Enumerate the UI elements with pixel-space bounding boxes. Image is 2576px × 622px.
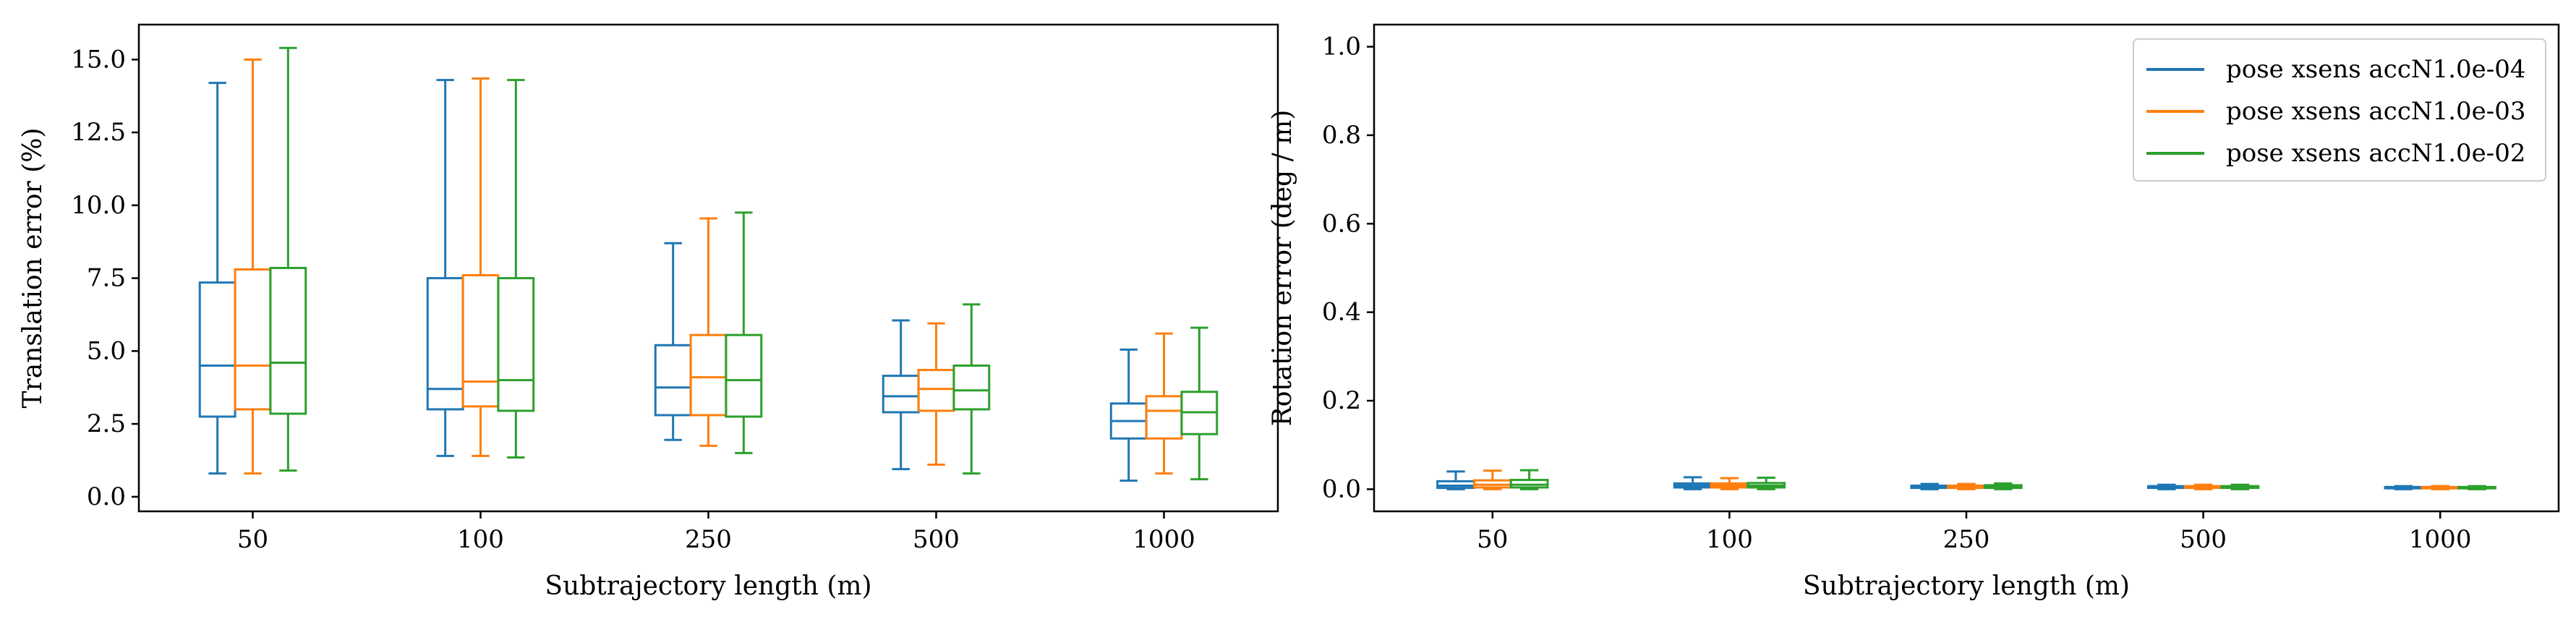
legend-label: pose xsens accN1.0e-04 [2226,55,2526,84]
legend-label: pose xsens accN1.0e-03 [2226,97,2526,126]
x-tick-label: 500 [2180,525,2227,554]
x-tick-label: 1000 [1133,525,1195,554]
x-tick-label: 250 [1943,525,1990,554]
box-iqr [1145,395,1183,440]
y-tick-label: 10.0 [71,191,126,220]
y-tick-label: 12.5 [71,118,126,147]
x-tick-label: 100 [457,525,504,554]
y-tick-label: 1.0 [1322,33,1361,61]
y-tick-label: 5.0 [87,336,126,365]
legend: pose xsens accN1.0e-04 pose xsens accN1.0… [2133,38,2546,182]
x-tick-label: 50 [237,525,268,554]
x-tick-label: 100 [1706,525,1753,554]
y-tick-label: 7.5 [87,264,126,293]
box-iqr [1509,479,1549,489]
box-iqr [461,274,500,408]
box-iqr [917,369,955,412]
y-tick-label: 0.0 [1322,474,1361,503]
x-axis-title: Subtrajectory length (m) [1803,571,2130,601]
box-iqr [269,267,307,415]
box-iqr [725,333,763,418]
y-tick-label: 0.8 [1322,121,1361,150]
box-iqr [497,277,535,412]
box-iqr [952,365,991,411]
y-tick-label: 0.2 [1322,386,1361,415]
legend-frame [2133,38,2546,182]
legend-label: pose xsens accN1.0e-02 [2226,139,2526,168]
y-tick-label: 0.4 [1322,298,1361,327]
translation-error-chart: 0.0 2.5 5.0 7.5 10.0 12.5 15.0 50 100 250 500 1000 S… [18,23,1279,601]
x-tick-label: 1000 [2409,525,2472,554]
box-iqr [234,268,272,411]
x-tick-label: 50 [1477,525,1508,554]
y-axis-title: Rotation error (deg / m) [1268,110,1297,427]
x-tick-label: 500 [913,525,960,554]
box-iqr [654,344,692,417]
box-iqr [882,375,920,414]
rotation-error-chart: 0.0 0.2 0.4 0.6 0.8 1.0 50 100 250 500 1000 Subtraj… [1268,23,2560,601]
box-iqr [198,281,236,418]
box-iqr [689,333,728,417]
x-tick-label: 250 [685,525,732,554]
box-iqr [1436,480,1475,490]
y-tick-label: 2.5 [87,409,126,438]
y-tick-label: 0.6 [1322,209,1361,238]
x-axis-title: Subtrajectory length (m) [545,571,871,601]
y-tick-label: 0.0 [87,482,126,511]
y-axis-title: Translation error (%) [18,128,48,409]
y-tick-label: 15.0 [71,45,126,74]
